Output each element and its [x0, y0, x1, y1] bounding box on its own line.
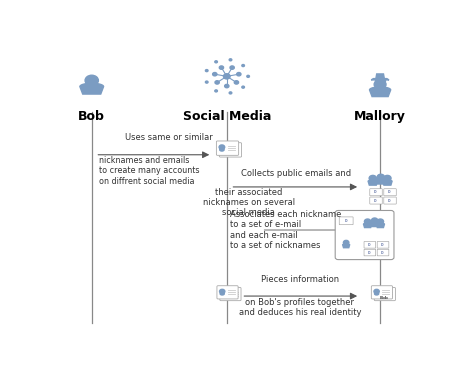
Circle shape — [85, 75, 98, 86]
FancyBboxPatch shape — [371, 286, 392, 299]
Polygon shape — [371, 222, 379, 226]
Text: Uses same or similar: Uses same or similar — [124, 134, 212, 142]
Text: Pieces information: Pieces information — [261, 275, 339, 284]
Polygon shape — [80, 83, 104, 94]
Text: Social Media: Social Media — [183, 110, 271, 123]
Circle shape — [374, 80, 386, 89]
FancyBboxPatch shape — [384, 189, 396, 196]
Text: Associates each nickname
to a set of e-mail
and each e-mail
to a set of nickname: Associates each nickname to a set of e-m… — [230, 210, 342, 250]
Text: Mallory: Mallory — [354, 110, 406, 123]
Circle shape — [237, 72, 241, 76]
Polygon shape — [370, 87, 390, 97]
Polygon shape — [371, 79, 389, 80]
Circle shape — [225, 84, 229, 88]
Text: ID: ID — [368, 243, 372, 247]
Circle shape — [230, 66, 234, 69]
Ellipse shape — [374, 292, 379, 295]
Circle shape — [229, 59, 232, 61]
Text: their associated
nicknames on several
social media: their associated nicknames on several so… — [203, 188, 295, 217]
Circle shape — [205, 81, 208, 83]
Circle shape — [223, 74, 230, 79]
Circle shape — [377, 219, 383, 224]
FancyBboxPatch shape — [335, 210, 394, 260]
Ellipse shape — [377, 294, 382, 297]
Circle shape — [222, 147, 227, 151]
Ellipse shape — [223, 150, 227, 153]
Circle shape — [384, 175, 391, 181]
Circle shape — [215, 90, 218, 92]
FancyBboxPatch shape — [364, 249, 376, 256]
FancyBboxPatch shape — [377, 249, 389, 256]
Circle shape — [377, 291, 382, 295]
FancyBboxPatch shape — [217, 286, 238, 299]
Polygon shape — [375, 80, 385, 81]
FancyBboxPatch shape — [384, 197, 396, 204]
Text: ID: ID — [388, 190, 392, 194]
FancyBboxPatch shape — [377, 241, 389, 248]
Circle shape — [229, 92, 232, 94]
Circle shape — [242, 86, 244, 88]
FancyBboxPatch shape — [216, 141, 239, 155]
Ellipse shape — [219, 148, 224, 151]
Circle shape — [222, 291, 228, 295]
Polygon shape — [376, 74, 384, 79]
Circle shape — [374, 289, 379, 294]
FancyBboxPatch shape — [219, 143, 242, 157]
FancyBboxPatch shape — [370, 189, 382, 196]
Text: Bob: Bob — [78, 110, 105, 123]
FancyBboxPatch shape — [364, 241, 376, 248]
FancyBboxPatch shape — [374, 288, 396, 301]
Circle shape — [343, 240, 349, 245]
Circle shape — [369, 175, 376, 181]
Circle shape — [219, 289, 225, 294]
Circle shape — [215, 61, 218, 63]
Text: ID: ID — [374, 198, 378, 203]
Polygon shape — [376, 223, 384, 228]
Circle shape — [372, 218, 378, 223]
Circle shape — [219, 145, 225, 149]
Circle shape — [365, 219, 371, 224]
Text: ID: ID — [374, 190, 378, 194]
Text: ID: ID — [381, 243, 385, 247]
FancyBboxPatch shape — [370, 197, 382, 204]
FancyBboxPatch shape — [220, 288, 241, 301]
Text: nicknames and emails
to create many accounts
on diffrent social media: nicknames and emails to create many acco… — [99, 156, 200, 186]
FancyBboxPatch shape — [339, 217, 353, 225]
Circle shape — [234, 81, 239, 84]
Text: on Bob's profiles together
and deduces his real identity: on Bob's profiles together and deduces h… — [238, 298, 361, 317]
Polygon shape — [342, 244, 349, 248]
Polygon shape — [364, 223, 372, 228]
Polygon shape — [368, 180, 377, 185]
Text: Collects public emails and: Collects public emails and — [242, 169, 351, 178]
Text: ID: ID — [388, 198, 392, 203]
Ellipse shape — [223, 294, 227, 297]
Polygon shape — [376, 179, 385, 184]
Circle shape — [212, 72, 217, 76]
Polygon shape — [383, 180, 392, 185]
Circle shape — [377, 174, 384, 180]
Circle shape — [205, 70, 208, 72]
Circle shape — [242, 65, 244, 66]
Circle shape — [215, 81, 219, 84]
Ellipse shape — [220, 292, 224, 295]
Circle shape — [219, 66, 224, 69]
Text: ID: ID — [344, 219, 348, 223]
Text: ID: ID — [368, 251, 372, 254]
Circle shape — [247, 75, 250, 77]
Text: Bob: Bob — [379, 297, 388, 300]
Text: ID: ID — [381, 251, 385, 254]
